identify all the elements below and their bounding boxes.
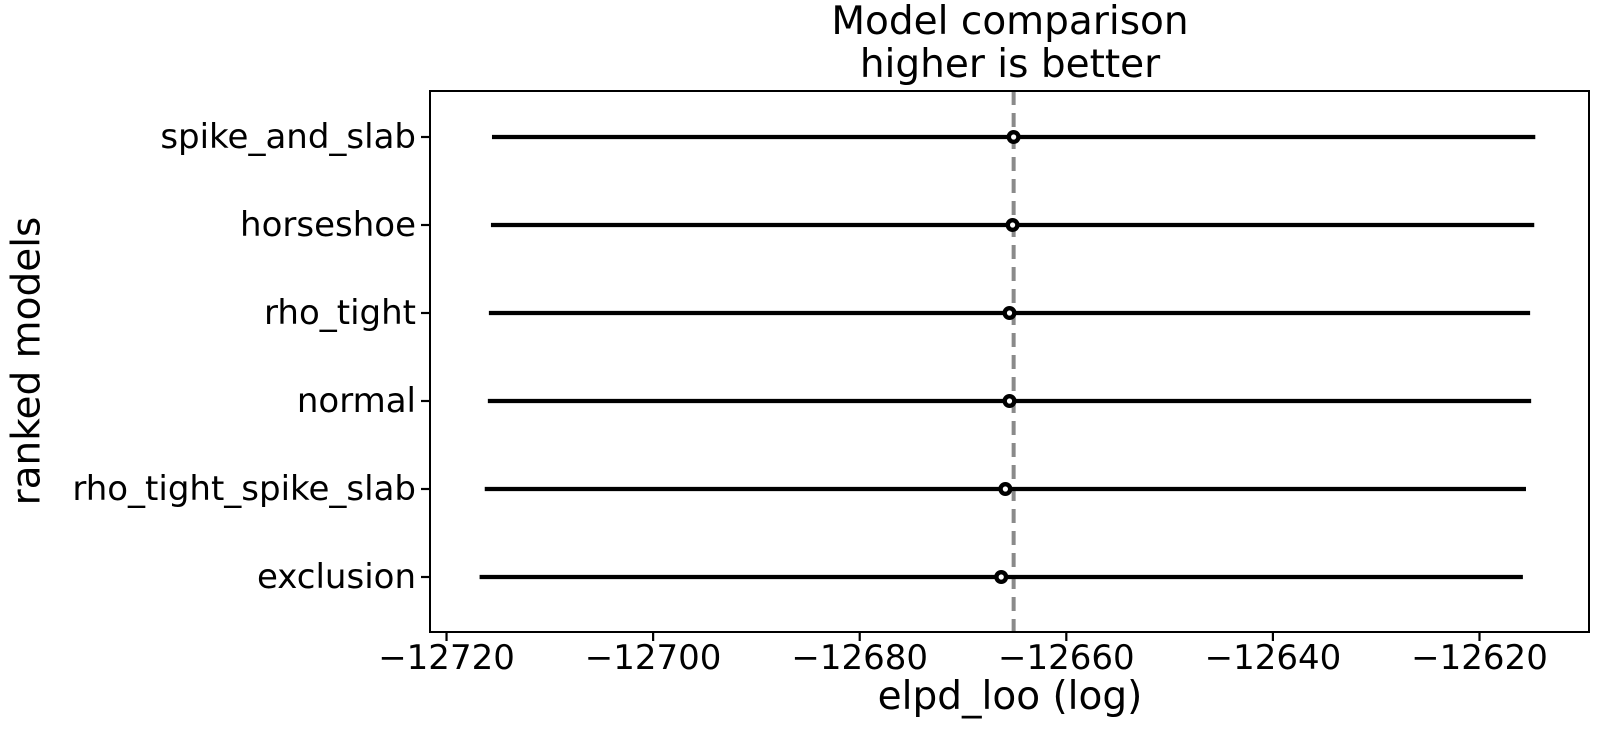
point-marker — [1002, 394, 1017, 409]
point-marker — [1002, 306, 1017, 321]
x-tick-label: −12720 — [378, 638, 515, 678]
x-tick-label: −12680 — [791, 638, 929, 678]
x-tick-label: −12620 — [1411, 638, 1548, 678]
y-tick-label: spike_and_slab — [160, 117, 416, 157]
y-tick-label: rho_tight_spike_slab — [72, 469, 416, 509]
y-tick-label: horseshoe — [240, 205, 416, 245]
x-tick-label: −12700 — [584, 638, 722, 678]
x-axis-label: elpd_loo (log) — [877, 674, 1143, 719]
point-marker — [994, 570, 1009, 585]
point-marker — [998, 482, 1013, 497]
plot-frame — [429, 90, 1590, 633]
point-marker — [1005, 217, 1020, 232]
y-tick-label: normal — [296, 381, 416, 421]
y-tick-label: rho_tight — [264, 293, 416, 333]
chart-title-line1: Model comparison — [831, 0, 1189, 44]
point-marker — [1006, 129, 1021, 144]
x-tick-label: −12660 — [997, 638, 1135, 678]
x-tick-label: −12640 — [1204, 638, 1342, 678]
chart-title: Model comparison higher is better — [831, 0, 1188, 86]
y-tick-label: exclusion — [256, 557, 416, 597]
chart-title-line2: higher is better — [859, 42, 1161, 87]
